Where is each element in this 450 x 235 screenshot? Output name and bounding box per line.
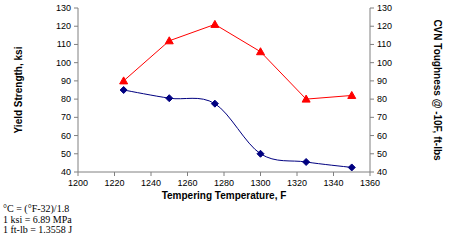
- y-tick-label: 120: [56, 21, 71, 31]
- y-tick: [74, 153, 78, 154]
- y2-tick: [370, 80, 374, 81]
- note: 1 ft-lb = 1.3558 J: [3, 224, 72, 235]
- x-tick-label: 1280: [214, 178, 234, 188]
- x-tick: [224, 172, 225, 176]
- y2-tick: [370, 26, 374, 27]
- x-tick-label: 1300: [250, 178, 270, 188]
- x-tick: [370, 172, 371, 176]
- series-marker: [165, 37, 173, 44]
- x-tick-label: 1240: [141, 178, 161, 188]
- y2-tick-label: 110: [377, 39, 391, 49]
- y2-tick-label: 100: [377, 58, 392, 68]
- y2-tick-label: 130: [377, 3, 392, 13]
- note: 1 ksi = 6.89 MPa: [3, 214, 72, 225]
- x-tick: [260, 172, 261, 176]
- y2-tick-label: 80: [377, 94, 387, 104]
- x-tick: [297, 172, 298, 176]
- x-tick: [78, 172, 79, 176]
- y-tick: [74, 26, 78, 27]
- series-marker: [120, 77, 128, 84]
- series-marker: [257, 150, 264, 157]
- x-tick: [114, 172, 115, 176]
- y2-tick: [370, 135, 374, 136]
- y2-tick: [370, 44, 374, 45]
- y-tick: [74, 117, 78, 118]
- series-marker: [257, 48, 265, 55]
- y-axis: [78, 8, 79, 172]
- y-tick: [74, 8, 78, 9]
- y-tick-label: 110: [57, 39, 71, 49]
- y2-axis: [370, 8, 371, 172]
- y-tick: [74, 62, 78, 63]
- x-tick-label: 1340: [323, 178, 343, 188]
- y-tick: [74, 44, 78, 45]
- plot-area: [120, 20, 356, 171]
- y-tick-label: 90: [61, 76, 71, 86]
- y2-tick: [370, 99, 374, 100]
- x-tick-label: 1220: [104, 178, 124, 188]
- y-tick-label: 70: [61, 112, 71, 122]
- series-marker: [348, 164, 355, 171]
- y2-tick: [370, 62, 374, 63]
- y2-tick-label: 70: [377, 112, 387, 122]
- series-marker: [211, 100, 218, 107]
- x-tick: [151, 172, 152, 176]
- x-tick-label: 1320: [287, 178, 307, 188]
- series-marker: [302, 95, 310, 102]
- y-tick: [74, 172, 78, 173]
- series-line: [124, 24, 352, 99]
- y-axis-title: Yield Strength, ksi: [13, 46, 24, 133]
- y2-tick-label: 60: [377, 131, 387, 141]
- y2-tick-label: 120: [377, 21, 392, 31]
- y-tick: [74, 99, 78, 100]
- series-line: [124, 90, 352, 167]
- y-tick: [74, 80, 78, 81]
- x-tick-label: 1200: [68, 178, 88, 188]
- y2-tick: [370, 153, 374, 154]
- series-marker: [166, 95, 173, 102]
- x-tick-label: 1360: [360, 178, 380, 188]
- y2-tick: [370, 8, 374, 9]
- chart-svg: 40 50 60 70 80 90 100 110 120 130 40 50 60 70 80 90 100 1…: [0, 0, 450, 235]
- y2-tick-label: 40: [377, 167, 387, 177]
- y2-axis-title: CVN Toughness @ -10F, ft-lbs: [432, 19, 443, 161]
- y-tick-label: 50: [61, 149, 71, 159]
- series-marker: [120, 87, 127, 94]
- x-tick-label: 1260: [177, 178, 197, 188]
- y-tick: [74, 135, 78, 136]
- y2-tick: [370, 117, 374, 118]
- x-tick: [187, 172, 188, 176]
- y-tick-label: 60: [61, 131, 71, 141]
- y-tick-label: 100: [56, 58, 71, 68]
- series-marker: [348, 91, 356, 98]
- y2-tick-label: 90: [377, 76, 387, 86]
- y-tick-label: 80: [61, 94, 71, 104]
- series-marker: [303, 158, 310, 165]
- x-tick: [333, 172, 334, 176]
- chart: 40 50 60 70 80 90 100 110 120 130 40 50 60 70 80 90 100 1…: [0, 0, 450, 235]
- y-tick-label: 40: [61, 167, 71, 177]
- y2-tick: [370, 172, 374, 173]
- series-marker: [211, 20, 219, 27]
- x-axis-title: Tempering Temperature, F: [162, 190, 287, 201]
- y-tick-label: 130: [56, 3, 71, 13]
- y2-tick-label: 50: [377, 149, 387, 159]
